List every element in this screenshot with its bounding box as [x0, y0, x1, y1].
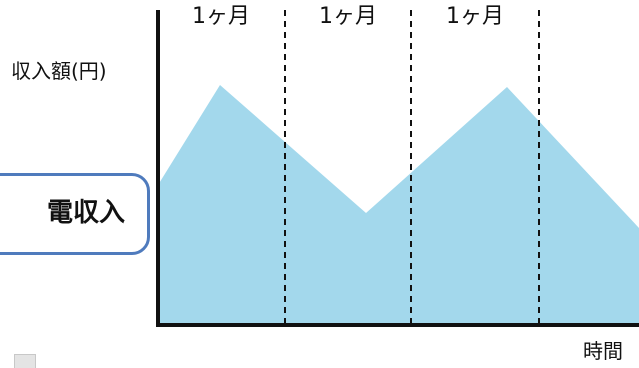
checkbox[interactable] — [14, 354, 36, 368]
income-callout-box: 電収入 — [0, 173, 150, 255]
period-label-2: 1ヶ月 — [319, 4, 377, 29]
callout-text: 電収入 — [46, 198, 125, 228]
period-label-1: 1ヶ月 — [192, 4, 250, 29]
income-area — [158, 85, 639, 325]
x-axis-label: 時間 — [583, 339, 623, 363]
y-axis-label: 収入額(円) — [11, 59, 107, 83]
period-label-3: 1ヶ月 — [446, 4, 504, 29]
